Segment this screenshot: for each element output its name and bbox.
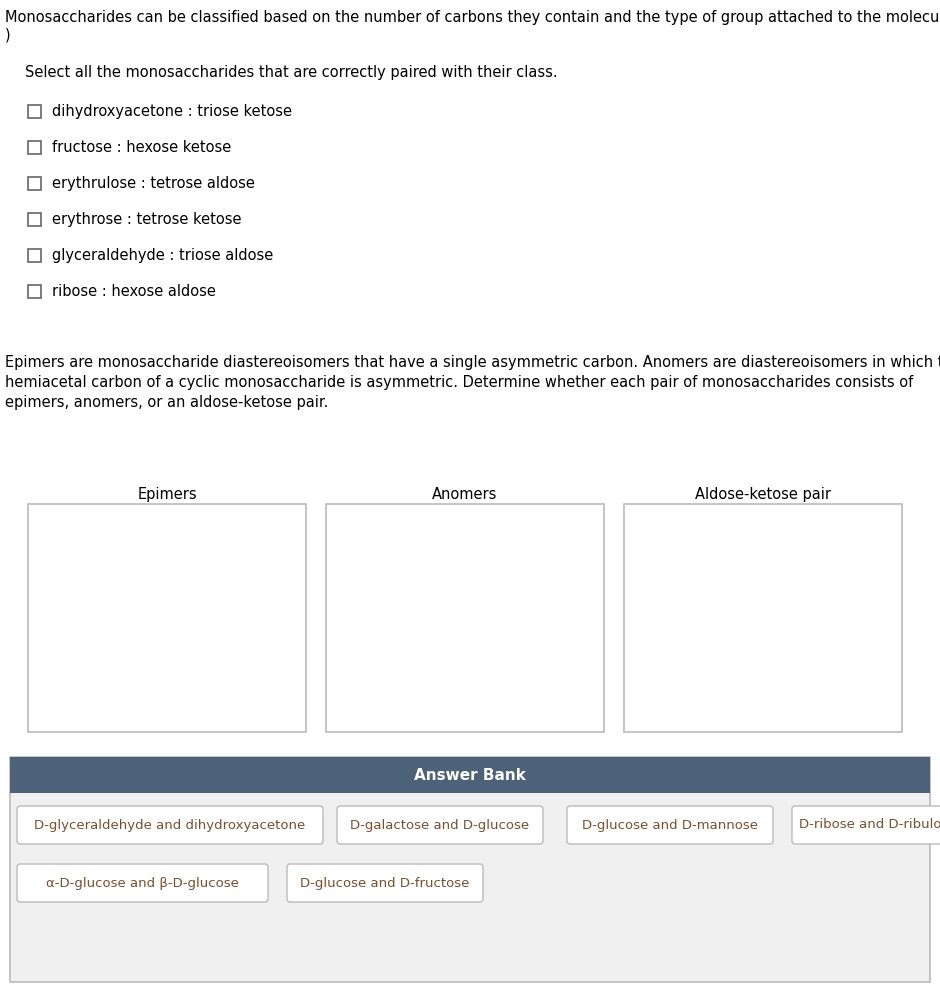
FancyBboxPatch shape — [17, 806, 323, 844]
Bar — [28, 177, 41, 190]
Text: fructose : hexose ketose: fructose : hexose ketose — [52, 140, 231, 155]
Text: Select all the monosaccharides that are correctly paired with their class.: Select all the monosaccharides that are … — [25, 65, 557, 80]
FancyBboxPatch shape — [792, 806, 940, 844]
Text: ribose : hexose aldose: ribose : hexose aldose — [52, 284, 216, 299]
Text: erythrose : tetrose ketose: erythrose : tetrose ketose — [52, 212, 242, 227]
Bar — [28, 213, 41, 226]
Bar — [28, 105, 41, 118]
Text: D-galactose and D-glucose: D-galactose and D-glucose — [351, 819, 529, 831]
Bar — [326, 504, 604, 732]
Text: D-glyceraldehyde and dihydroxyacetone: D-glyceraldehyde and dihydroxyacetone — [35, 819, 306, 831]
FancyBboxPatch shape — [337, 806, 543, 844]
Bar — [28, 249, 41, 262]
Text: D-ribose and D-ribulose: D-ribose and D-ribulose — [799, 819, 940, 831]
FancyBboxPatch shape — [287, 864, 483, 902]
Bar — [624, 504, 902, 732]
Bar — [28, 285, 41, 298]
FancyBboxPatch shape — [17, 864, 268, 902]
Text: epimers, anomers, or an aldose-ketose pair.: epimers, anomers, or an aldose-ketose pa… — [5, 395, 328, 410]
Text: D-glucose and D-fructose: D-glucose and D-fructose — [300, 876, 470, 890]
Bar — [28, 141, 41, 154]
Text: Aldose-ketose pair: Aldose-ketose pair — [695, 487, 831, 502]
Bar — [28, 504, 306, 732]
Text: Epimers are monosaccharide diastereoisomers that have a single asymmetric carbon: Epimers are monosaccharide diastereoisom… — [5, 355, 940, 370]
Text: erythrulose : tetrose aldose: erythrulose : tetrose aldose — [52, 176, 255, 191]
Text: glyceraldehyde : triose aldose: glyceraldehyde : triose aldose — [52, 248, 274, 263]
Text: Anomers: Anomers — [432, 487, 497, 502]
FancyBboxPatch shape — [567, 806, 773, 844]
Text: Monosaccharides can be classified based on the number of carbons they contain an: Monosaccharides can be classified based … — [5, 10, 940, 25]
Text: dihydroxyacetone : triose ketose: dihydroxyacetone : triose ketose — [52, 104, 292, 119]
Bar — [10, 757, 930, 982]
Text: hemiacetal carbon of a cyclic monosaccharide is asymmetric. Determine whether ea: hemiacetal carbon of a cyclic monosaccha… — [5, 375, 914, 390]
Text: α-D-glucose and β-D-glucose: α-D-glucose and β-D-glucose — [46, 876, 239, 890]
Text: ): ) — [5, 28, 10, 43]
Bar — [10, 757, 930, 793]
Text: Answer Bank: Answer Bank — [414, 767, 526, 783]
Text: Epimers: Epimers — [137, 487, 196, 502]
Text: D-glucose and D-mannose: D-glucose and D-mannose — [582, 819, 758, 831]
